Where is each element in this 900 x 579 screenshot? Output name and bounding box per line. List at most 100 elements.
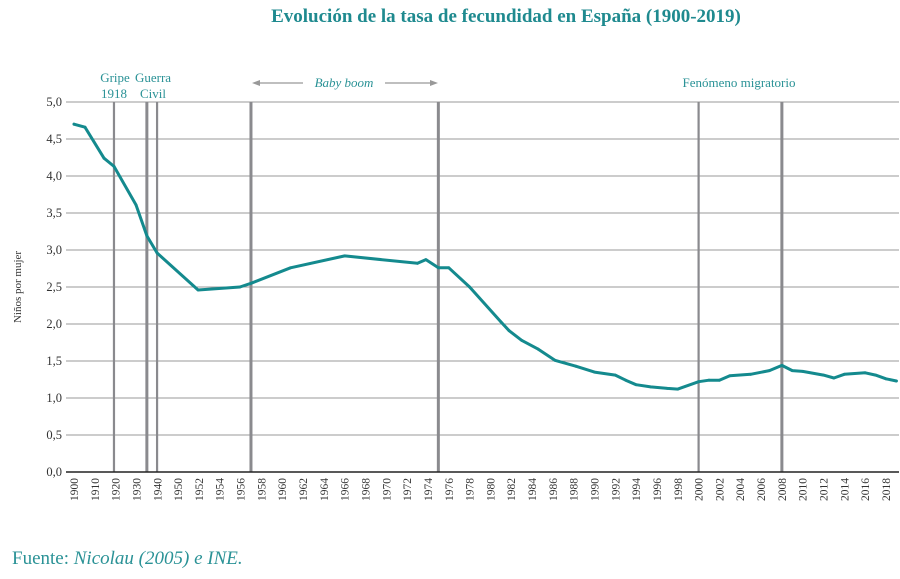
x-tick-label: 1990 bbox=[590, 478, 602, 501]
x-tick-label: 2000 bbox=[694, 478, 706, 501]
x-tick-label: 1984 bbox=[527, 478, 539, 501]
x-tick-label: 1996 bbox=[652, 478, 664, 501]
data-point bbox=[447, 266, 451, 270]
data-point bbox=[83, 125, 87, 129]
data-point bbox=[196, 288, 200, 292]
data-point bbox=[343, 254, 347, 258]
data-point bbox=[72, 122, 76, 126]
x-tick-label: 1988 bbox=[569, 478, 581, 501]
x-tick-label: 1954 bbox=[215, 478, 227, 501]
data-point bbox=[634, 383, 638, 387]
arrow-left-head-icon bbox=[252, 80, 260, 86]
data-point bbox=[424, 258, 428, 261]
y-tick-label: 5,0 bbox=[46, 95, 62, 109]
x-tick-label: 1994 bbox=[631, 478, 643, 501]
x-tick-label: 1972 bbox=[402, 478, 414, 501]
x-tick-label: 2002 bbox=[714, 478, 726, 501]
y-tick-label: 2,5 bbox=[46, 280, 62, 294]
y-tick-label: 4,5 bbox=[46, 132, 62, 146]
data-point bbox=[707, 378, 711, 382]
y-tick-label: 3,5 bbox=[46, 206, 62, 220]
annotation-baby-boom: Baby boom bbox=[315, 75, 374, 90]
series-line bbox=[72, 122, 898, 391]
y-tick-label: 2,0 bbox=[46, 317, 62, 331]
data-point bbox=[790, 369, 794, 372]
data-point bbox=[666, 387, 669, 390]
data-point bbox=[801, 370, 805, 373]
x-tick-label: 1960 bbox=[277, 478, 289, 501]
source-prefix: Fuente: bbox=[12, 548, 74, 569]
data-point bbox=[155, 251, 159, 255]
y-tick-label: 0,0 bbox=[46, 465, 62, 479]
baby-boom-arrow bbox=[252, 80, 438, 86]
data-point bbox=[238, 285, 242, 289]
data-point bbox=[574, 364, 578, 368]
y-axis-label: Niños por mujer bbox=[12, 251, 24, 323]
data-point bbox=[499, 320, 503, 324]
data-point bbox=[624, 378, 628, 382]
x-tick-label: 1950 bbox=[173, 478, 185, 501]
x-tick-label: 1998 bbox=[673, 478, 685, 501]
data-point bbox=[863, 371, 867, 375]
x-tick-label: 1978 bbox=[465, 478, 477, 501]
x-tick-label: 1970 bbox=[381, 478, 393, 501]
data-point bbox=[780, 364, 784, 367]
x-tick-label: 1910 bbox=[90, 478, 102, 501]
data-point bbox=[842, 372, 846, 376]
arrow-right-head-icon bbox=[430, 80, 438, 86]
data-point bbox=[553, 358, 557, 362]
data-point bbox=[768, 369, 771, 372]
y-tick-label: 1,0 bbox=[46, 391, 62, 405]
x-tick-label: 1966 bbox=[340, 478, 352, 501]
x-tick-label: 1930 bbox=[131, 478, 143, 501]
y-tick-label: 4,0 bbox=[46, 169, 62, 183]
x-tick-label: 2006 bbox=[756, 478, 768, 501]
data-point bbox=[520, 338, 523, 342]
y-tick-label: 3,0 bbox=[46, 243, 62, 257]
x-tick-label: 1992 bbox=[610, 478, 622, 501]
source-note: Fuente: Nicolau (2005) e INE. bbox=[12, 548, 243, 570]
data-point bbox=[728, 374, 732, 378]
data-point bbox=[832, 376, 836, 380]
data-point bbox=[468, 285, 471, 289]
x-tick-label: 1920 bbox=[111, 478, 123, 501]
grid bbox=[66, 101, 899, 436]
data-point bbox=[102, 156, 106, 160]
data-point bbox=[884, 377, 888, 381]
data-point bbox=[697, 380, 700, 384]
x-tick-label: 2014 bbox=[839, 478, 851, 501]
chart-title: Evolución de la tasa de fecundidad en Es… bbox=[271, 6, 741, 27]
x-tick-label: 1900 bbox=[69, 478, 81, 501]
x-tick-label: 1956 bbox=[236, 478, 248, 501]
data-point bbox=[437, 266, 440, 270]
data-point bbox=[822, 373, 825, 377]
x-tick-label: 2004 bbox=[735, 478, 747, 501]
y-tick-labels: 0,0 0,5 1,0 1,5 2,0 2,5 3,0 3,5 4,0 4,5 5,0 bbox=[46, 95, 62, 479]
data-point bbox=[249, 281, 253, 285]
x-tick-label: 1982 bbox=[506, 478, 518, 501]
annotation-guerra-line1: Guerra bbox=[135, 70, 171, 85]
data-point bbox=[145, 234, 149, 238]
data-point bbox=[507, 329, 511, 333]
x-tick-label: 2010 bbox=[798, 478, 810, 501]
data-point bbox=[749, 372, 752, 376]
source-author: Nicolau (2005) e INE. bbox=[73, 548, 243, 569]
x-tick-label: 1958 bbox=[256, 478, 268, 501]
data-point bbox=[289, 266, 292, 270]
x-tick-label: 2012 bbox=[819, 478, 831, 501]
x-tick-label: 2016 bbox=[860, 478, 872, 501]
x-tick-labels: 1900 1910 1920 1930 1940 1950 1952 1954 1956 1958… bbox=[69, 478, 893, 501]
x-tick-label: 2018 bbox=[881, 478, 893, 501]
annotation-gripe-line2: 1918 bbox=[101, 86, 127, 101]
x-tick-label: 1986 bbox=[548, 478, 560, 501]
data-point bbox=[536, 347, 540, 351]
x-tick-label: 1976 bbox=[444, 478, 456, 501]
x-tick-label: 1964 bbox=[319, 478, 331, 501]
x-tick-label: 1968 bbox=[360, 478, 372, 501]
data-point bbox=[676, 387, 680, 391]
x-tick-label: 1940 bbox=[152, 478, 164, 501]
annotation-guerra-line2: Civil bbox=[140, 86, 166, 101]
data-point bbox=[613, 373, 617, 377]
data-point bbox=[416, 261, 419, 265]
